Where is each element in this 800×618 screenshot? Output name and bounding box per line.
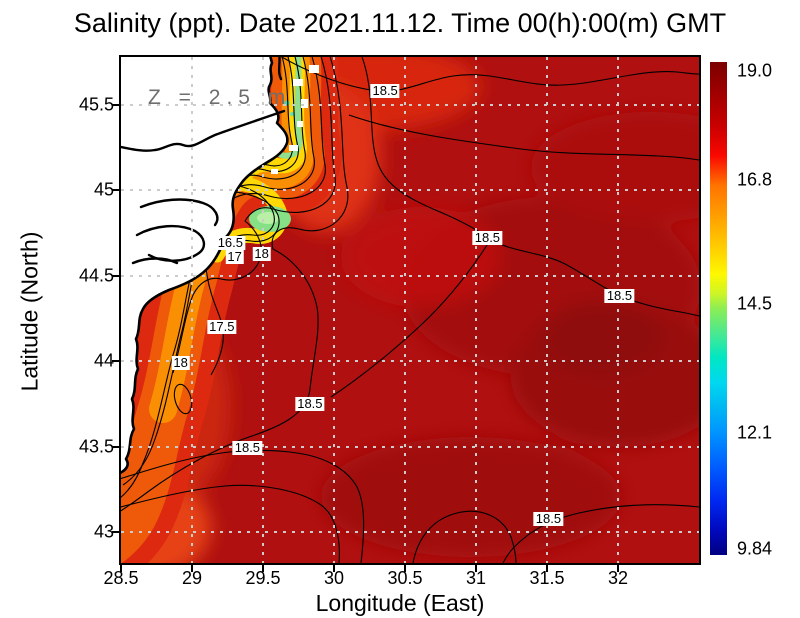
- colorbar-tick-label: 16.8: [737, 169, 773, 190]
- gridline-vertical: [262, 57, 264, 563]
- y-axis-title: Latitude (North): [16, 231, 43, 392]
- x-tick-mark: [546, 565, 549, 572]
- masked-cells: [271, 65, 319, 174]
- gridline-horizontal: [121, 531, 699, 534]
- salinity-field-map: [121, 57, 699, 563]
- x-tick-label: 29: [181, 568, 203, 588]
- gridline-vertical: [404, 57, 407, 563]
- gridline-vertical: [617, 57, 620, 563]
- colorbar-tick-label: 9.84: [737, 538, 773, 559]
- y-tick-label: 43.5: [78, 436, 114, 457]
- contour-label: 18: [171, 354, 190, 370]
- colorbar: [710, 62, 727, 555]
- contour-label: 18.5: [295, 396, 325, 412]
- contour-label: 16.5: [215, 235, 245, 251]
- x-axis-title: Longitude (East): [315, 590, 485, 616]
- y-tick-mark: [112, 103, 119, 106]
- x-tick-label: 31.5: [529, 568, 565, 588]
- gridline-horizontal: [121, 103, 699, 106]
- plume-green-core: [257, 212, 279, 224]
- y-tick-label: 44: [93, 350, 114, 371]
- coastline-detail: [121, 57, 286, 265]
- x-tick-label: 32: [608, 568, 629, 588]
- x-tick-label: 31: [466, 568, 487, 588]
- gridline-vertical: [475, 57, 478, 563]
- contour-label: 18.5: [472, 230, 503, 246]
- gridline-horizontal: [121, 445, 699, 448]
- gridline-horizontal: [121, 189, 699, 192]
- contour-label: 18.5: [604, 288, 635, 304]
- x-tick-mark: [333, 565, 336, 572]
- y-tick-label: 43: [93, 521, 114, 542]
- gridline-vertical: [191, 57, 193, 563]
- x-tick-label: 30: [324, 568, 345, 588]
- contour-label: 18.5: [533, 510, 564, 526]
- y-tick-mark: [112, 531, 119, 534]
- x-tick-label: 28.5: [103, 568, 139, 588]
- x-tick-label: 29.5: [245, 568, 281, 588]
- plot-title: Salinity (ppt). Date 2021.11.12. Time 00…: [73, 8, 727, 38]
- y-tick-mark: [112, 274, 119, 277]
- contour-label: 17.5: [207, 319, 237, 335]
- y-tick-mark: [112, 360, 119, 363]
- x-tick-mark: [617, 565, 620, 572]
- x-tick-mark: [120, 565, 122, 572]
- x-tick-mark: [262, 565, 264, 572]
- y-tick-label: 45: [93, 179, 114, 200]
- contour-label: 18.5: [370, 83, 400, 99]
- gridline-horizontal: [121, 274, 699, 277]
- colorbar-tick-label: 14.5: [737, 293, 773, 314]
- y-tick-mark: [112, 189, 119, 192]
- land: [121, 57, 289, 474]
- contour-label: 17: [225, 249, 244, 264]
- gridline-vertical: [333, 57, 336, 563]
- x-tick-mark: [475, 565, 478, 572]
- x-tick-mark: [191, 565, 193, 572]
- y-tick-mark: [112, 445, 119, 448]
- colorbar-tick-label: 19.0: [737, 60, 773, 81]
- map-plot-area: 18.5 18.5 18.5 16.5 17 18 17.5 18 18.5 18.5 18.5: [121, 57, 699, 563]
- gridline-horizontal: [121, 360, 699, 363]
- plume-cyan-speck: [290, 112, 294, 116]
- y-tick-label: 45.5: [78, 94, 114, 115]
- gridline-vertical: [546, 57, 549, 563]
- colorbar-tick-label: 12.1: [737, 422, 773, 443]
- depth-annotation: Z = 2.5 m: [148, 86, 292, 109]
- y-tick-label: 44.5: [78, 265, 114, 286]
- x-tick-mark: [404, 565, 407, 572]
- x-tick-label: 30.5: [387, 568, 423, 588]
- contour-label: 18.5: [232, 440, 263, 456]
- contour-label: 18: [252, 245, 271, 261]
